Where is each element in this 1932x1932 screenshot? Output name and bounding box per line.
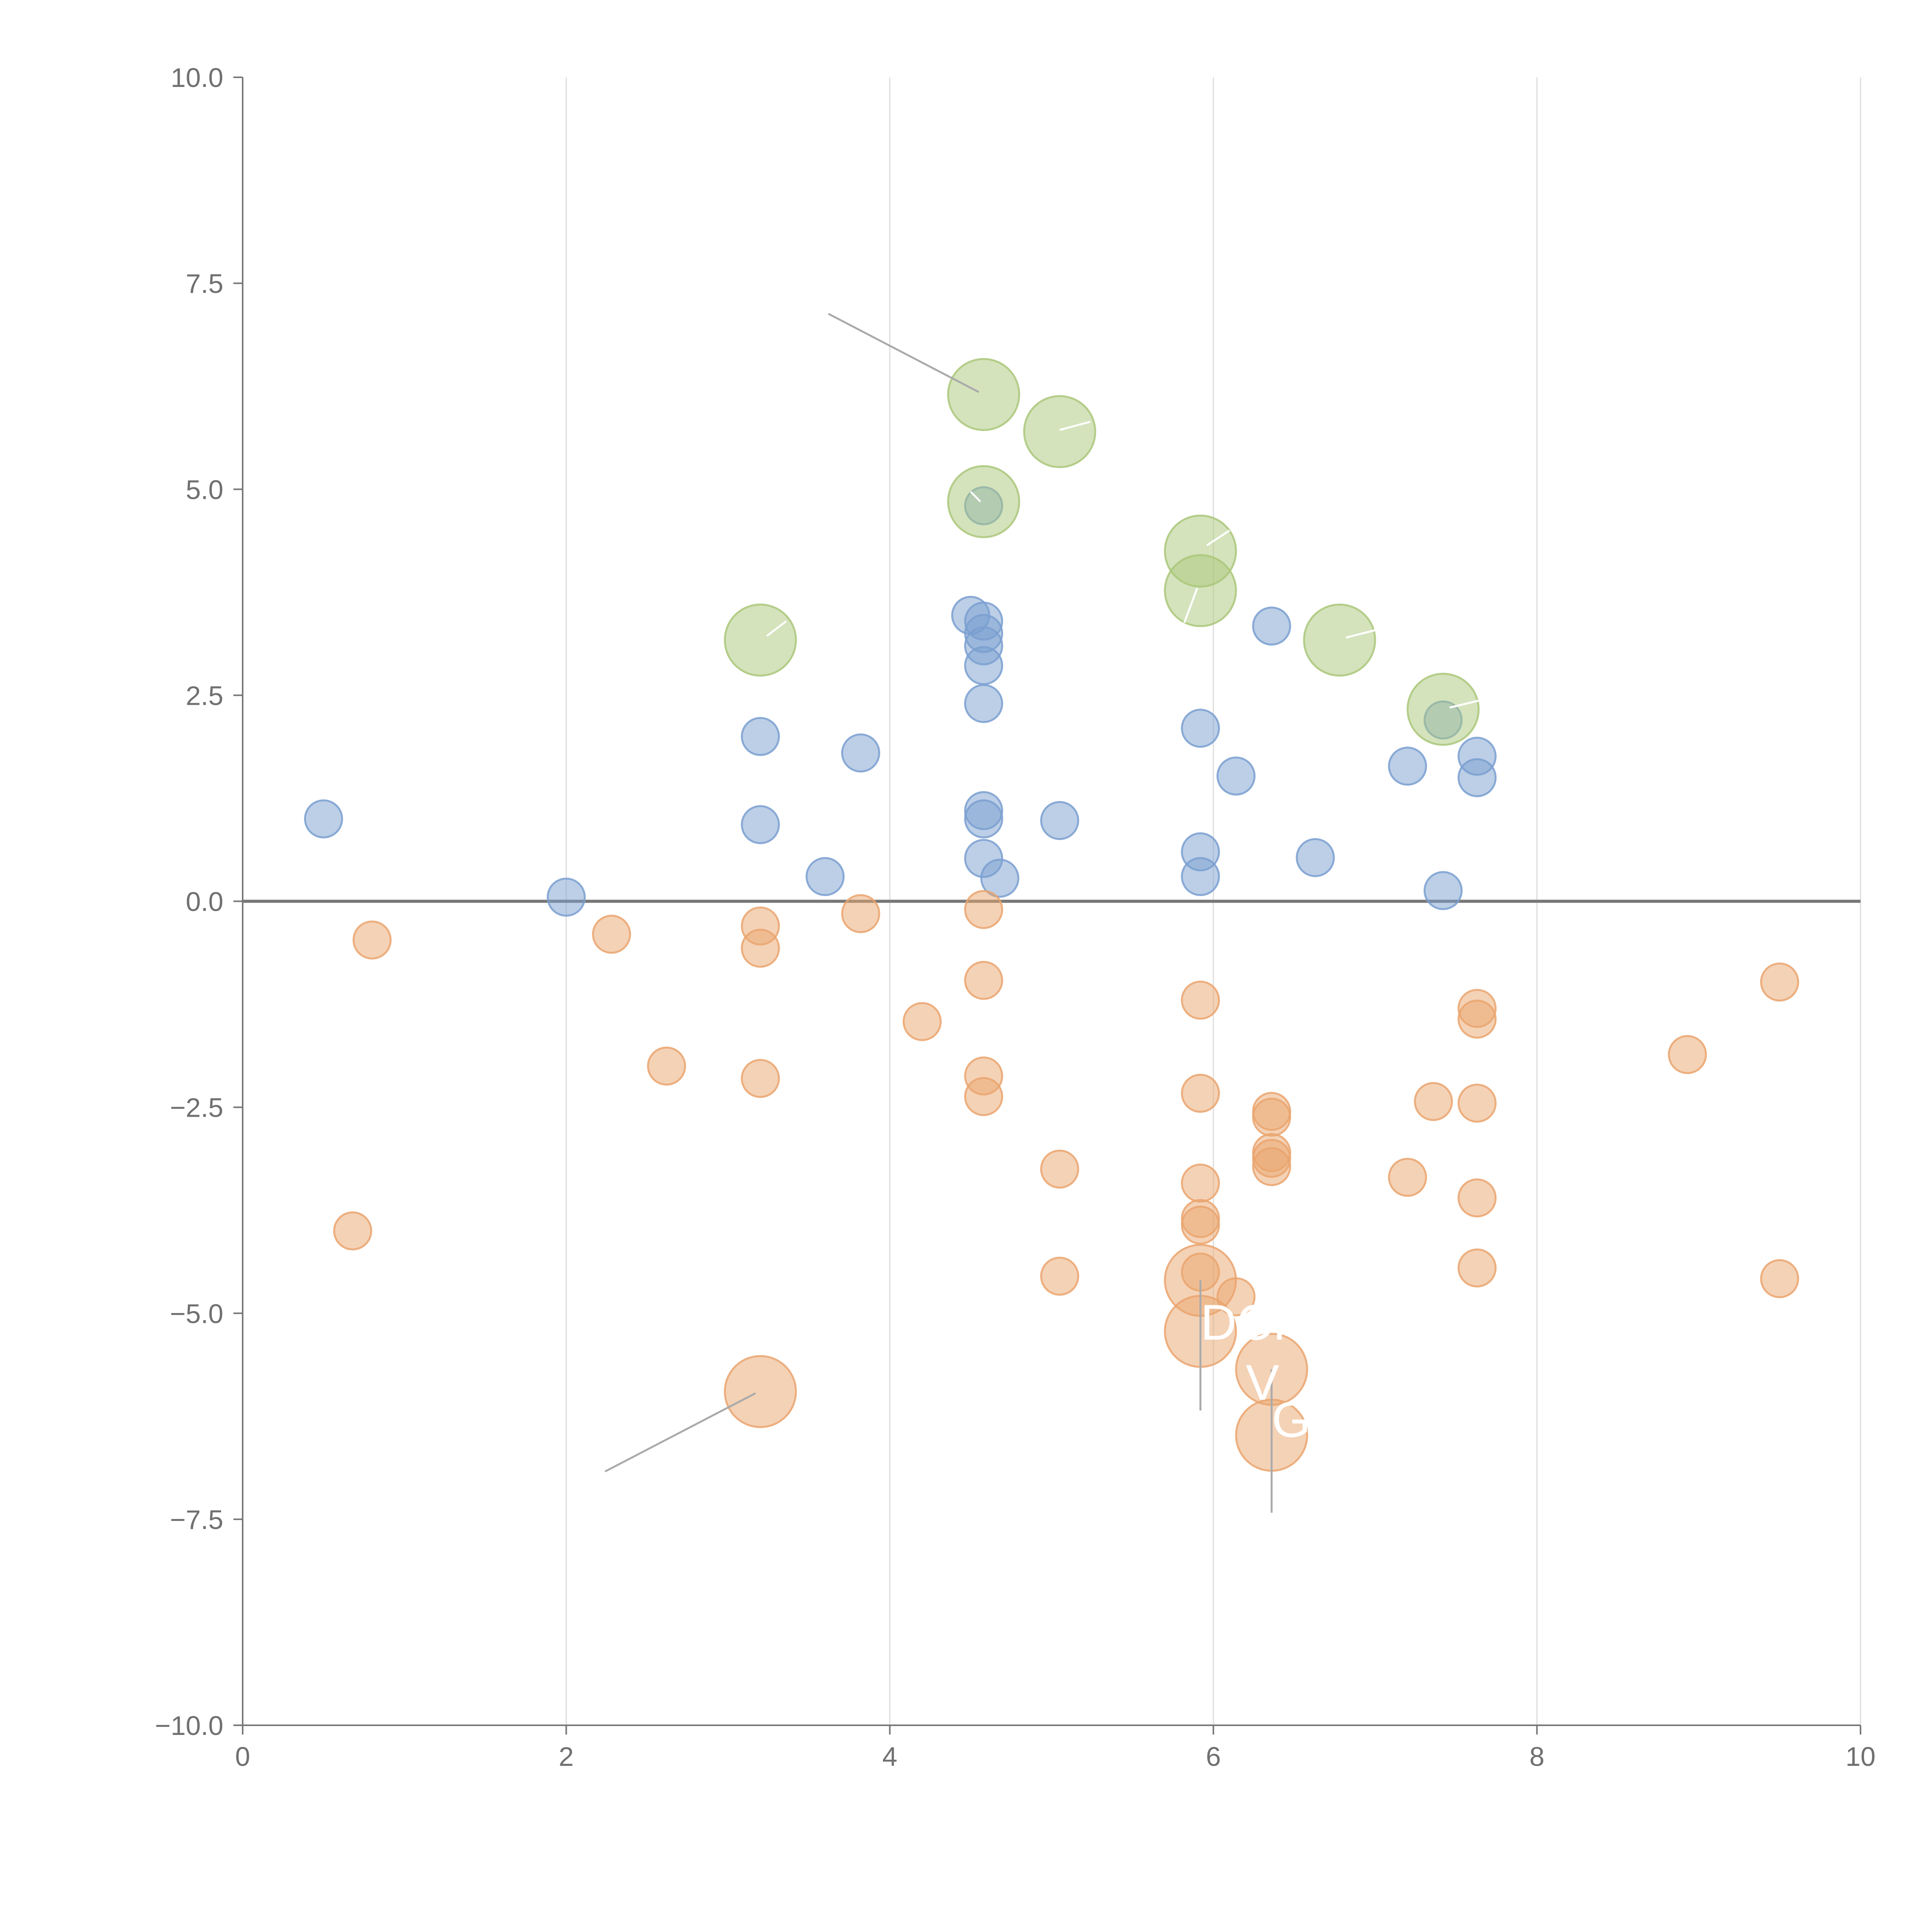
highlighted-negative-point (724, 1355, 797, 1428)
highlighted-positive-point (947, 358, 1020, 431)
negative-point (1040, 1150, 1079, 1189)
leader-line (970, 491, 981, 502)
positive-point (741, 805, 780, 844)
positive-point (1181, 857, 1220, 896)
positive-point (1458, 758, 1497, 798)
negative-point (1181, 1163, 1220, 1203)
axis-ticks: 0 2 4 6 8 10 −10.0 −7.5 −5.0 −2.5 0.0 2.5 5.0 7.5 10.0 (155, 63, 1876, 1772)
negative-point (1181, 1206, 1220, 1245)
y-tick-label: −7.5 (170, 1505, 223, 1535)
negative-point (1414, 1082, 1453, 1121)
positive-point (1423, 871, 1463, 910)
y-tick-label: 0.0 (186, 887, 223, 917)
leader-line (1206, 529, 1230, 546)
point-label: V (1246, 1354, 1279, 1411)
leader-line (604, 1392, 756, 1473)
negative-point (1252, 1097, 1291, 1137)
negative-point (1668, 1035, 1707, 1074)
positive-point (1388, 747, 1427, 786)
x-tick-label: 8 (1529, 1742, 1544, 1772)
negative-point (352, 920, 392, 960)
positive-point (964, 799, 1003, 838)
positive-point (980, 859, 1020, 898)
axes (242, 77, 1861, 1726)
positive-point (964, 646, 1003, 685)
negative-point (1181, 980, 1220, 1020)
negative-point (1760, 1259, 1799, 1298)
positive-point (1216, 756, 1256, 796)
y-tick-label: −2.5 (170, 1093, 223, 1123)
leader-lines (604, 313, 1481, 1513)
leader-line (766, 620, 787, 637)
negative-point (1458, 1083, 1497, 1123)
y-tick-label: 10.0 (171, 63, 223, 93)
negative-point (1388, 1158, 1427, 1197)
negative-point (1458, 1248, 1497, 1287)
leader-line (1345, 628, 1379, 639)
x-tick-label: 6 (1206, 1742, 1221, 1772)
negative-point (1252, 1147, 1291, 1186)
negative-point (1181, 1073, 1220, 1113)
x-tick-label: 0 (235, 1742, 250, 1772)
y-tick-label: −10.0 (155, 1711, 223, 1741)
leader-line (1059, 420, 1091, 431)
y-tick-label: −5.0 (170, 1299, 223, 1329)
highlighted-positive-point (724, 603, 797, 677)
negative-point (964, 961, 1003, 1000)
point-label: DCF (1201, 1294, 1304, 1350)
positive-point (1296, 838, 1335, 877)
positive-point (1040, 801, 1079, 840)
y-tick-label: 7.5 (186, 269, 223, 299)
positive-point (741, 717, 780, 756)
negative-point (903, 1002, 942, 1041)
negative-point (592, 915, 631, 954)
data-points (304, 358, 1799, 1472)
point-label: G (1272, 1391, 1311, 1448)
negative-point (964, 1077, 1003, 1116)
negative-point (841, 894, 880, 933)
negative-point (741, 1059, 780, 1098)
positive-point (304, 799, 343, 838)
x-tick-label: 2 (559, 1742, 574, 1772)
highlighted-positive-point (1303, 603, 1376, 677)
y-tick-label: 2.5 (186, 680, 223, 711)
positive-point (1181, 709, 1220, 748)
negative-point (333, 1211, 372, 1250)
highlighted-positive-point (1023, 395, 1096, 468)
positive-point (805, 857, 845, 896)
negative-point (1760, 962, 1799, 1002)
leader-line (1183, 588, 1198, 623)
leader-line (1449, 699, 1481, 709)
negative-point (741, 929, 780, 968)
positive-point (546, 878, 586, 917)
negative-point (647, 1046, 686, 1086)
negative-point (1458, 1178, 1497, 1218)
positive-point (1252, 606, 1291, 646)
positive-point (841, 733, 880, 773)
leader-line (828, 313, 980, 393)
negative-point (964, 890, 1003, 929)
positive-point (964, 684, 1003, 723)
negative-point (1040, 1257, 1079, 1296)
highlighted-positive-point (1406, 673, 1480, 746)
highlighted-positive-point (947, 465, 1020, 538)
x-tick-label: 10 (1845, 1742, 1876, 1772)
negative-point (1458, 999, 1497, 1039)
x-tick-label: 4 (882, 1742, 897, 1772)
y-tick-label: 5.0 (186, 474, 223, 505)
highlighted-positive-point (1164, 554, 1237, 628)
